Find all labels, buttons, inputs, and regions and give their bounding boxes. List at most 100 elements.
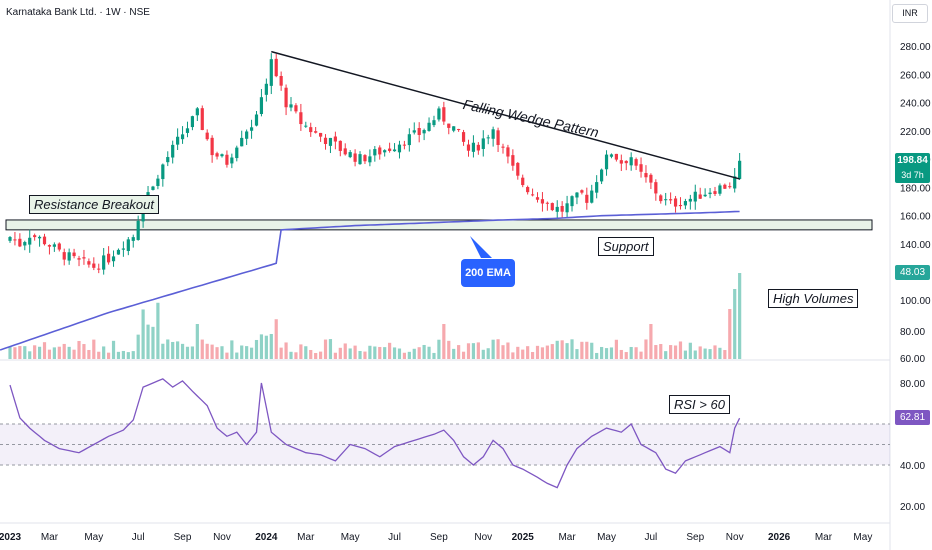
rsi-value-tag: 62.81 [895,410,930,425]
volume-tick-label: 60.00 [900,354,925,365]
resistance-breakout-label: Resistance Breakout [29,195,159,214]
candle-body [540,199,545,204]
volume-bar [161,343,165,359]
volume-bar [713,345,717,359]
support-zone [5,219,873,231]
candle-body [220,154,224,157]
volume-bar [8,346,12,359]
volume-bar [639,351,643,359]
candle-body [659,195,663,202]
volume-bar [723,350,727,359]
candle-body [457,129,461,131]
candle-body [407,134,411,146]
candle-body [210,137,214,156]
candle-body [289,104,293,108]
candle-body [13,239,17,241]
candle-body [190,116,195,128]
volume-bar [57,346,61,359]
volume-bar [595,352,599,359]
candle-body [23,242,27,246]
candle-body [304,125,308,127]
candle-body [703,194,707,197]
volume-bar [678,341,683,359]
candle-body [57,243,61,250]
volume-bar [146,324,150,359]
candle-body [8,237,12,241]
candle-body [575,192,579,198]
candle-body [279,75,283,86]
candle-body [353,153,357,162]
volume-bar [683,350,688,359]
volume-bar [516,346,520,359]
time-tick-label: Nov [726,532,744,543]
volume-bar [121,350,125,359]
candle-body [264,83,268,95]
rsi-tick-label: 80.00 [900,379,925,390]
candle-body [516,162,520,176]
candle-body [82,257,86,259]
candle-body [590,190,594,203]
time-tick-label: Jul [645,532,658,543]
candle-body [269,59,273,86]
candle-body [166,157,170,163]
volume-bar [343,343,347,359]
volume-bars [8,273,742,359]
candle-body [107,253,111,263]
candle-body [215,153,219,157]
candle-body [338,140,342,151]
volume-bar [249,347,254,359]
volume-bar [417,347,421,359]
time-tick-label: Nov [213,532,231,543]
candle-body [432,120,436,126]
candle-body [363,155,367,162]
candle-body [274,58,278,77]
candle-body [619,160,623,164]
volume-bar [703,348,707,359]
candle-body [378,147,382,155]
candle-body [62,252,66,260]
candle-body [491,129,495,139]
volume-bar [328,339,333,359]
candle-body [442,107,446,122]
volume-bar [185,346,190,359]
bar-countdown: 3d 7h [901,170,924,180]
time-tick-label: Jul [388,532,401,543]
volume-bar [240,345,244,359]
time-axis: 2023 Mar May Jul Sep Nov 2024 Mar May Jul Sep Nov 20… [0,532,872,543]
volume-bar [156,302,160,359]
volume-bar [28,351,32,359]
candle-body [526,187,530,193]
price-tick-label: 260.00 [900,70,931,81]
time-tick-label: Mar [558,532,576,543]
volume-bar [62,343,66,359]
candle-body [673,198,678,207]
candle-body [156,178,160,186]
candle-body [506,147,510,157]
time-tick-label: 2025 [512,532,535,543]
candle-body [52,244,56,247]
candle-body [447,123,451,128]
volume-bar [540,347,545,359]
volume-bar [654,345,658,359]
volume-bar [624,352,628,359]
candle-body [437,108,441,120]
currency-button[interactable]: INR [892,4,928,23]
candle-body [235,147,239,159]
rsi-label: RSI > 60 [669,395,730,414]
wedge-upper-line [271,50,740,180]
time-tick-label: May [597,532,616,543]
volume-bar [481,349,485,359]
time-tick-label: 2023 [0,532,22,543]
volume-bar [555,340,559,359]
last-price-tag: 198.84 3d 7h [895,153,930,183]
volume-bar [215,347,219,359]
candle-body [200,108,204,131]
volume-bar [200,339,204,359]
candle-body [67,252,71,261]
volume-bar [77,340,81,359]
wedge-trendline [271,50,740,180]
time-tick-label: May [341,532,360,543]
volume-bar [545,345,549,359]
volume-bar [669,345,673,359]
